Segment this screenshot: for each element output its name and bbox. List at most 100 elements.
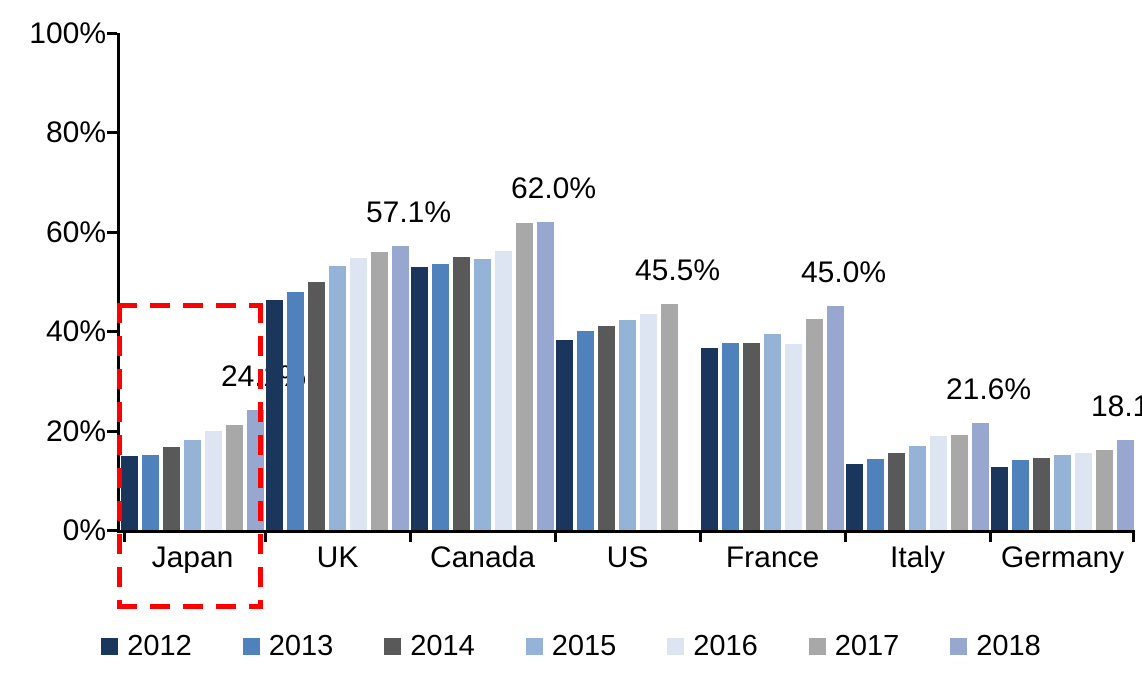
legend-label: 2018 — [976, 630, 1041, 662]
x-axis-tick — [409, 533, 412, 542]
y-axis-tick-label: 0% — [62, 514, 106, 547]
y-axis-tick-label: 100% — [29, 17, 106, 50]
data-label-us: 45.5% — [634, 253, 721, 287]
bar-italy-2014 — [888, 453, 905, 530]
bar-canada-2017 — [516, 222, 533, 530]
bar-germany-2016 — [1075, 453, 1092, 530]
data-label-canada: 62.0% — [510, 171, 597, 205]
bar-uk-2018 — [392, 246, 409, 530]
category-label-canada: Canada — [429, 541, 536, 574]
bar-uk-2017 — [371, 251, 388, 530]
bar-group-france: 45.0% — [700, 33, 886, 530]
legend-swatch-icon — [950, 637, 968, 655]
bar-germany-2015 — [1054, 455, 1071, 530]
category-label-japan: Japan — [151, 541, 234, 574]
legend-item-2016: 2016 — [667, 631, 758, 661]
data-label-uk: 57.1% — [365, 196, 452, 230]
bar-japan-2014 — [163, 447, 180, 530]
bar-italy-2015 — [909, 446, 926, 530]
bar-italy-2018 — [972, 422, 989, 530]
category-label-france: France — [725, 541, 820, 574]
bar-us-2012 — [556, 340, 573, 530]
legend-item-2014: 2014 — [384, 631, 475, 661]
bar-canada-2012 — [411, 266, 428, 530]
bar-italy-2012 — [846, 463, 863, 530]
bar-japan-2018 — [247, 410, 264, 530]
bar-us-2017 — [661, 303, 678, 530]
bar-canada-2014 — [453, 257, 470, 530]
legend-item-2018: 2018 — [950, 631, 1041, 661]
bar-group-germany: 18.1% — [990, 33, 1142, 530]
category-label-italy: Italy — [889, 541, 946, 574]
bar-canada-2013 — [432, 264, 449, 530]
bar-uk-2015 — [329, 265, 346, 530]
bar-france-2013 — [722, 342, 739, 530]
bar-germany-2013 — [1012, 460, 1029, 530]
data-label-germany: 18.1% — [1090, 390, 1142, 424]
legend-swatch-icon — [242, 637, 260, 655]
y-axis-tick-label: 80% — [45, 116, 106, 150]
bar-france-2017 — [806, 319, 823, 530]
legend-label: 2013 — [268, 630, 334, 662]
x-axis-tick — [1132, 533, 1135, 542]
bar-group-japan: 24.1% — [120, 33, 306, 530]
legend-swatch-icon — [525, 637, 543, 655]
bar-uk-2013 — [287, 291, 304, 530]
data-label-italy: 21.6% — [945, 372, 1032, 406]
bar-italy-2016 — [930, 436, 947, 530]
legend-swatch-icon — [808, 637, 826, 655]
x-axis-tick — [264, 533, 267, 542]
y-axis-tick-label: 20% — [45, 414, 106, 448]
x-axis-tick — [123, 533, 126, 542]
bar-japan-2013 — [142, 455, 159, 530]
bar-france-2016 — [785, 344, 802, 530]
y-axis-tick-label: 60% — [45, 215, 106, 249]
bar-france-2015 — [764, 334, 781, 530]
x-axis-tick — [844, 533, 847, 542]
data-label-france: 45.0% — [800, 256, 887, 290]
x-axis-tick — [554, 533, 557, 542]
plot-area: 24.1% 57.1% 62.0% 45.5% 45.0% 21.6% 18.1% 0% 20… — [29, 19, 1142, 546]
bar-uk-2014 — [308, 281, 325, 530]
legend-label: 2016 — [693, 630, 758, 662]
y-axis-tick — [107, 529, 117, 532]
category-label-germany: Germany — [1000, 541, 1125, 574]
legend-swatch-icon — [667, 637, 685, 655]
legend-swatch-icon — [101, 637, 119, 655]
bar-japan-2015 — [184, 440, 201, 530]
bar-france-2012 — [701, 348, 718, 530]
bar-uk-2012 — [266, 299, 283, 530]
y-axis-tick — [107, 429, 117, 433]
legend-item-2012: 2012 — [101, 631, 192, 661]
category-label-uk: UK — [316, 541, 359, 574]
bar-germany-2017 — [1096, 449, 1113, 530]
bar-us-2016 — [640, 313, 657, 530]
bar-group-uk: 57.1% — [265, 33, 451, 530]
bar-group-italy: 21.6% — [845, 33, 1031, 530]
bar-france-2014 — [743, 343, 760, 530]
bar-japan-2017 — [226, 425, 243, 530]
legend-item-2013: 2013 — [242, 630, 334, 662]
bar-germany-2014 — [1033, 457, 1050, 530]
category-label-us: US — [606, 541, 649, 574]
y-axis-line — [117, 33, 120, 533]
legend-item-2017: 2017 — [808, 630, 900, 662]
bar-germany-2012 — [991, 466, 1008, 530]
bar-uk-2016 — [350, 258, 367, 530]
bar-japan-2012 — [121, 456, 138, 530]
y-axis-tick — [107, 32, 117, 35]
y-axis-tick — [107, 330, 117, 334]
bar-germany-2018 — [1117, 440, 1134, 530]
bar-canada-2015 — [474, 258, 491, 530]
bar-japan-2016 — [205, 431, 222, 530]
bar-us-2015 — [619, 319, 636, 530]
y-axis-tick-label: 40% — [45, 315, 106, 349]
bar-groups: 24.1% 57.1% 62.0% 45.5% 45.0% 21.6% 18.1% — [120, 33, 1142, 530]
x-axis-tick — [699, 533, 702, 542]
y-axis-tick — [107, 131, 117, 135]
legend-item-2015: 2015 — [525, 631, 616, 661]
bar-us-2014 — [598, 326, 615, 530]
legend-label: 2017 — [834, 630, 900, 662]
bar-group-us: 45.5% — [555, 33, 720, 530]
